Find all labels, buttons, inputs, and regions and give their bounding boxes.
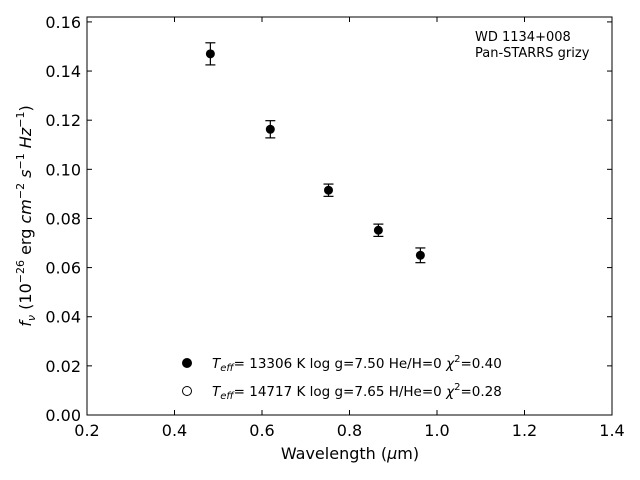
- y-axis-ticks: 0.00 0.02 0.04 0.06 0.08 0.10 0.12 0.14 0.16: [45, 13, 612, 425]
- y-tick-label: 0.06: [45, 259, 81, 278]
- object-annotation: WD 1134+008: [475, 30, 571, 45]
- observed-points: [205, 42, 426, 264]
- y-tick-label: 0.14: [45, 62, 81, 81]
- survey-annotation: Pan-STARRS grizy: [475, 46, 590, 61]
- legend: Teff= 13306 K log g=7.50 He/H=0 χ2=0.40 …: [182, 354, 502, 402]
- x-tick-label: 0.6: [249, 421, 274, 440]
- y-tick-label: 0.02: [45, 357, 81, 376]
- x-axis-ticks: 0.2 0.4 0.6 0.8 1.0 1.2 1.4: [74, 17, 625, 440]
- legend-entry-2: Teff= 14717 K log g=7.65 H/He=0 χ2=0.28: [212, 382, 502, 402]
- y-tick-label: 0.00: [45, 406, 81, 425]
- legend-marker-open: [182, 386, 192, 396]
- y-tick-label: 0.04: [45, 308, 81, 327]
- x-tick-label: 1.4: [599, 421, 624, 440]
- data-point: [205, 49, 215, 59]
- x-tick-label: 0.4: [162, 421, 187, 440]
- data-point: [373, 225, 383, 235]
- x-tick-label: 0.8: [337, 421, 362, 440]
- x-tick-label: 1.0: [424, 421, 449, 440]
- x-tick-label: 0.2: [74, 421, 99, 440]
- legend-marker-filled: [182, 358, 192, 368]
- x-tick-label: 1.2: [512, 421, 537, 440]
- y-tick-label: 0.12: [45, 111, 81, 130]
- legend-entry-1: Teff= 13306 K log g=7.50 He/H=0 χ2=0.40: [212, 354, 502, 374]
- data-point: [415, 250, 425, 260]
- y-tick-label: 0.08: [45, 209, 81, 228]
- x-axis-title: Wavelength (μm): [281, 444, 419, 463]
- y-axis-title: fν (10−26 erg cm−2 s−1 Hz−1): [14, 105, 38, 326]
- y-tick-label: 0.16: [45, 13, 81, 32]
- data-point: [265, 124, 275, 134]
- y-tick-label: 0.10: [45, 160, 81, 179]
- data-point: [324, 185, 333, 195]
